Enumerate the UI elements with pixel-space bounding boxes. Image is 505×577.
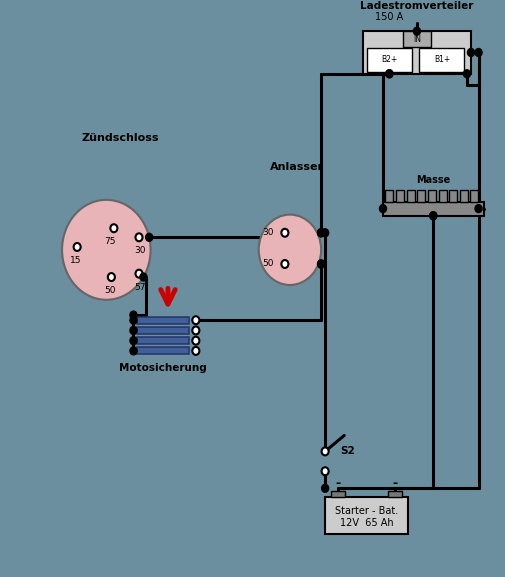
Bar: [362, 31, 470, 74]
Bar: [448, 190, 456, 201]
Circle shape: [281, 229, 288, 237]
Circle shape: [429, 212, 436, 220]
Circle shape: [281, 260, 288, 268]
Circle shape: [139, 273, 146, 281]
Circle shape: [379, 205, 386, 212]
Text: Ladestromverteiler: Ladestromverteiler: [360, 1, 473, 12]
Circle shape: [474, 48, 481, 57]
Text: S2: S2: [339, 447, 355, 456]
Text: B2+: B2+: [380, 55, 397, 65]
Circle shape: [317, 229, 324, 237]
Circle shape: [321, 467, 328, 475]
Circle shape: [62, 200, 150, 300]
Text: -: -: [335, 477, 340, 490]
Text: 50: 50: [262, 260, 273, 268]
Circle shape: [413, 27, 420, 35]
Bar: [136, 327, 189, 334]
Circle shape: [321, 484, 328, 492]
Circle shape: [192, 337, 199, 344]
Text: 12V  65 Ah: 12V 65 Ah: [339, 518, 393, 527]
Bar: [382, 201, 483, 216]
Text: 30: 30: [134, 246, 145, 256]
Circle shape: [429, 212, 436, 220]
Circle shape: [474, 205, 481, 212]
Bar: [366, 48, 411, 72]
Text: 15: 15: [70, 256, 82, 265]
Text: 50: 50: [105, 286, 116, 295]
Circle shape: [192, 316, 199, 324]
Circle shape: [258, 215, 321, 285]
Text: Masse: Masse: [415, 174, 449, 185]
Bar: [427, 190, 435, 201]
Text: B1+: B1+: [433, 55, 449, 65]
Circle shape: [463, 70, 470, 78]
Bar: [387, 491, 401, 497]
Text: Anlasser: Anlasser: [269, 162, 323, 172]
Bar: [136, 317, 189, 324]
Text: 30: 30: [262, 228, 273, 237]
Text: 150 A: 150 A: [375, 12, 403, 22]
Circle shape: [145, 233, 153, 241]
Circle shape: [385, 70, 392, 78]
Text: Zündschloss: Zündschloss: [81, 133, 159, 143]
Circle shape: [321, 229, 328, 237]
Bar: [417, 190, 425, 201]
Bar: [395, 190, 403, 201]
Text: IN: IN: [412, 35, 420, 44]
Circle shape: [130, 327, 137, 335]
Text: -: -: [392, 477, 397, 490]
Circle shape: [135, 233, 142, 241]
Circle shape: [135, 269, 142, 278]
Text: Starter - Bat.: Starter - Bat.: [334, 506, 397, 516]
Circle shape: [130, 316, 137, 324]
Text: 57: 57: [134, 283, 145, 292]
Circle shape: [110, 224, 117, 232]
Bar: [330, 491, 344, 497]
Circle shape: [317, 260, 324, 268]
Circle shape: [130, 347, 137, 355]
Bar: [470, 190, 477, 201]
Text: 75: 75: [104, 237, 115, 246]
Circle shape: [130, 311, 137, 319]
Circle shape: [192, 327, 199, 335]
Bar: [438, 190, 446, 201]
Circle shape: [108, 273, 115, 281]
Circle shape: [317, 260, 324, 268]
Circle shape: [192, 347, 199, 355]
Bar: [325, 497, 408, 534]
Bar: [402, 31, 430, 47]
Bar: [459, 190, 467, 201]
Bar: [406, 190, 414, 201]
Circle shape: [130, 337, 137, 344]
Circle shape: [317, 229, 324, 237]
Bar: [385, 190, 393, 201]
Circle shape: [321, 447, 328, 455]
Text: Motosicherung: Motosicherung: [119, 364, 207, 373]
Circle shape: [74, 243, 80, 251]
Bar: [136, 337, 189, 344]
Circle shape: [385, 70, 392, 78]
Bar: [419, 48, 464, 72]
Circle shape: [467, 48, 474, 57]
Bar: [136, 347, 189, 354]
